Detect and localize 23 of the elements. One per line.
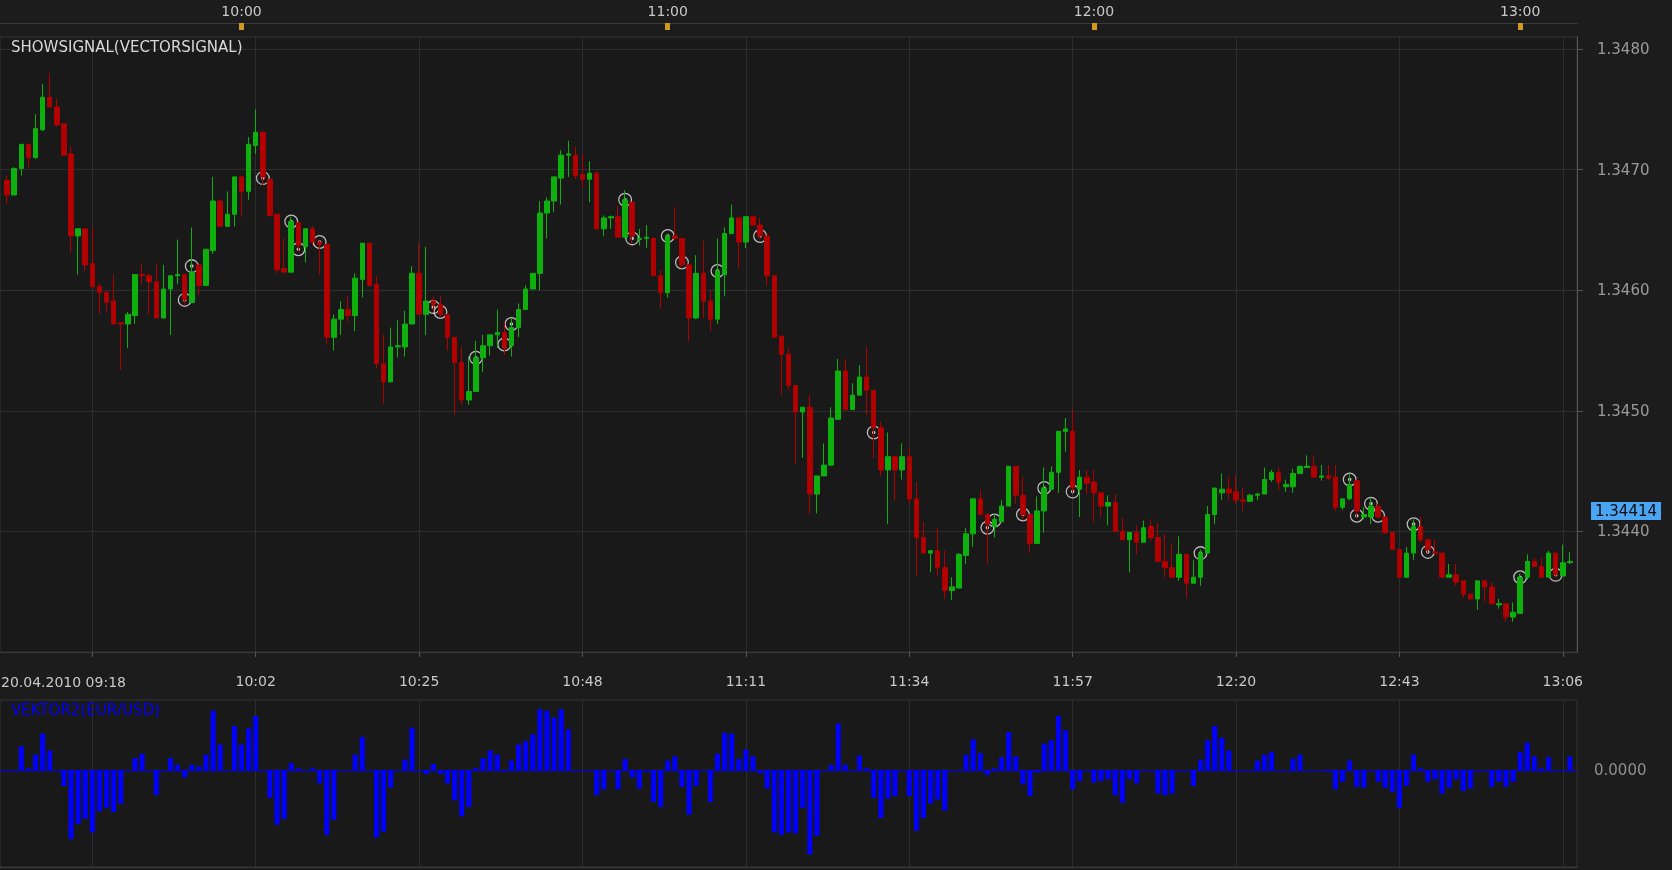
x2-tick-label: 11:00 xyxy=(647,3,688,19)
x-tick-label: 10:48 xyxy=(562,673,603,689)
ref-line-label: 0.0000 xyxy=(1594,760,1647,779)
chart-title: SHOWSIGNAL(VECTORSIGNAL) xyxy=(11,37,243,56)
text: 1.34414 xyxy=(1595,502,1658,520)
x-tick-label: 13:06 xyxy=(1542,673,1584,689)
y-tick-label: 1.3450 xyxy=(1597,401,1650,420)
x-tick-label: 10:25 xyxy=(398,673,440,689)
x-tick-label: 11:57 xyxy=(1052,673,1093,689)
x2-tick-label: 10:00 xyxy=(221,3,262,19)
y-tick-label: 1.3470 xyxy=(1597,160,1650,179)
x-tick-label: 12:43 xyxy=(1379,673,1420,689)
x-tick-label: 10:02 xyxy=(235,673,276,689)
y-tick-label: 1.3440 xyxy=(1597,522,1650,541)
y-tick-label: 1.3460 xyxy=(1597,281,1650,300)
text: 20.04.2010 09:18 xyxy=(1,674,126,690)
x-tick-label: 12:20 xyxy=(1215,673,1257,689)
x2-tick-label: 12:00 xyxy=(1073,3,1115,19)
chart-title: VEKTOR2(EUR/USD) xyxy=(11,700,161,719)
x-tick-label: 11:34 xyxy=(889,673,930,689)
y-tick-label: 1.3480 xyxy=(1597,40,1650,59)
x-tick-label: 11:11 xyxy=(725,673,767,689)
x2-tick-label: 13:00 xyxy=(1499,3,1541,19)
